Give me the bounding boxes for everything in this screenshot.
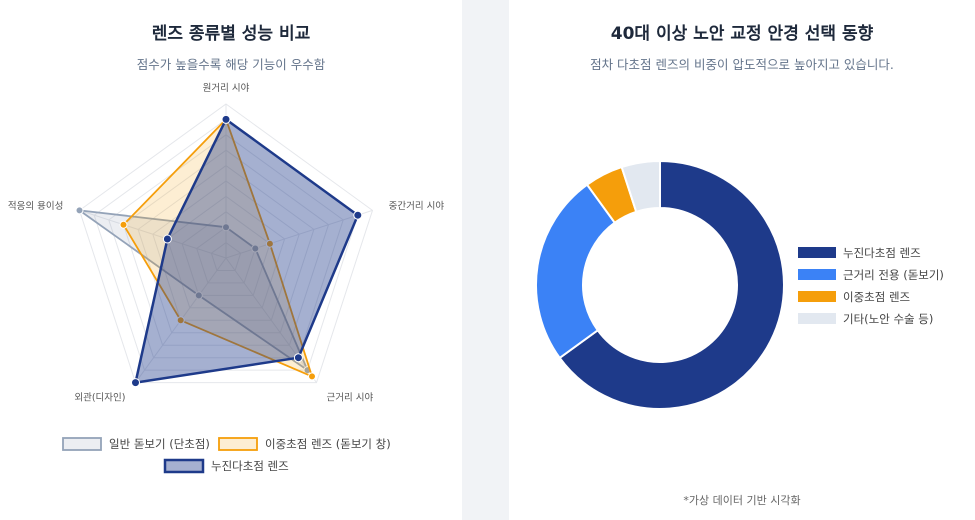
radar-axis-label: 외관(디자인) xyxy=(74,391,125,403)
radar-grid-ring xyxy=(108,134,344,359)
radar-legend-swatch xyxy=(163,458,205,474)
donut-slices xyxy=(535,159,785,410)
donut-legend-label: 이중초점 렌즈 xyxy=(843,290,910,304)
donut-legend-item[interactable]: 누진다초점 렌즈 xyxy=(798,246,921,260)
radar-chart-title: 렌즈 종류별 성능 비교 xyxy=(151,24,311,44)
radar-series xyxy=(131,114,363,388)
radar-legend-item[interactable]: 이중초점 렌즈 (돋보기 창) xyxy=(218,437,391,451)
radar-data-point[interactable] xyxy=(293,353,303,363)
radar-grid-ring xyxy=(78,103,374,384)
donut-legend-swatch xyxy=(798,247,836,258)
radar-axis-label: 원거리 시야 xyxy=(203,83,250,94)
radar-legend-swatch xyxy=(218,437,258,451)
donut-legend-label: 근거리 전용 (돋보기) xyxy=(843,268,944,282)
radar-legend-item[interactable]: 일반 돋보기 (단초점) xyxy=(62,437,210,451)
radar-data-point[interactable] xyxy=(221,114,231,124)
radar-legend-item[interactable]: 누진다초점 렌즈 xyxy=(163,458,289,474)
radar-data-point[interactable] xyxy=(176,316,185,325)
radar-legend-label: 일반 돋보기 (단초점) xyxy=(109,437,210,451)
radar-data-point[interactable] xyxy=(308,372,316,381)
radar-series-area xyxy=(122,118,313,378)
radar-data-point[interactable] xyxy=(222,223,230,232)
radar-grid-ring xyxy=(152,180,300,321)
donut-chart-title: 40대 이상 노안 교정 안경 선택 동향 xyxy=(610,24,874,44)
donut-legend-item[interactable]: 기타(노안 수술 등) xyxy=(798,312,933,326)
donut-slice[interactable] xyxy=(558,159,785,410)
radar-data-point[interactable] xyxy=(251,244,260,253)
radar-axis-label: 중간거리 시야 xyxy=(389,201,445,212)
radar-chart-subtitle: 점수가 높을수록 해당 기능이 우수함 xyxy=(136,57,326,72)
radar-axis-label: 적응의 용이성 xyxy=(8,200,63,212)
radar-data-point[interactable] xyxy=(75,206,84,215)
donut-slice[interactable] xyxy=(620,159,661,214)
radar-series-area xyxy=(134,118,360,384)
radar-legend-label: 이중초점 렌즈 (돋보기 창) xyxy=(265,437,391,451)
radar-data-point[interactable] xyxy=(131,378,140,388)
donut-legend-swatch xyxy=(798,269,836,280)
radar-axis-line xyxy=(79,209,227,259)
radar-axis-label: 근거리 시야 xyxy=(327,392,374,403)
radar-grid-ring xyxy=(122,149,330,346)
radar-data-point[interactable] xyxy=(265,239,274,248)
radar-data-point[interactable] xyxy=(353,210,363,220)
radar-data-point[interactable] xyxy=(162,234,172,244)
radar-grid-ring xyxy=(210,241,242,271)
donut-chart-subtitle: 점차 다초점 렌즈의 비중이 압도적으로 높아지고 있습니다. xyxy=(590,57,894,72)
radar-axis-line xyxy=(225,257,317,383)
donut-chart-card: 40대 이상 노안 교정 안경 선택 동향 점차 다초점 렌즈의 비중이 압도적… xyxy=(509,0,975,520)
radar-legend-label: 누진다초점 렌즈 xyxy=(211,459,289,473)
radar-data-point[interactable] xyxy=(119,220,128,229)
radar-data-point[interactable] xyxy=(194,291,203,300)
donut-legend-swatch xyxy=(798,291,836,302)
donut-legend-swatch xyxy=(798,313,836,324)
radar-axis-line xyxy=(225,209,373,259)
donut-slice[interactable] xyxy=(535,183,617,360)
donut-legend-label: 누진다초점 렌즈 xyxy=(843,246,921,260)
donut-legend-item[interactable]: 이중초점 렌즈 xyxy=(798,290,910,304)
radar-grid-ring xyxy=(166,195,286,309)
radar-series-area xyxy=(78,209,309,372)
donut-legend-label: 기타(노안 수술 등) xyxy=(843,312,933,326)
donut-legend-item[interactable]: 근거리 전용 (돋보기) xyxy=(798,268,944,282)
radar-grid-ring xyxy=(181,211,271,296)
radar-legend-swatch xyxy=(62,437,102,451)
radar-series xyxy=(75,206,312,375)
footnote: *가상 데이터 기반 시각화 xyxy=(683,494,801,507)
radar-grid xyxy=(78,103,374,384)
